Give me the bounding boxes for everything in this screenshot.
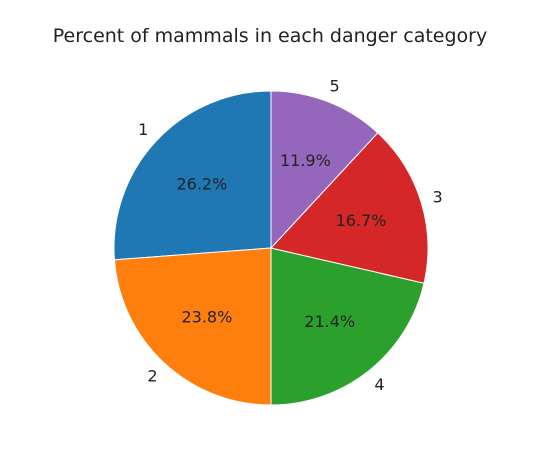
- pie-slices: [113, 90, 429, 406]
- pie-slice-3: [270, 132, 429, 284]
- slice-category-label-2: 2: [147, 366, 157, 385]
- slice-category-labels: 1 2 4 3 5: [138, 76, 443, 394]
- pie-slice-1: [113, 90, 272, 261]
- slice-percent-label-1: 26.2%: [176, 174, 227, 193]
- slice-category-label-4: 4: [374, 375, 384, 394]
- slice-percent-label-2: 23.8%: [181, 308, 232, 327]
- slice-percent-label-3: 16.7%: [336, 211, 387, 230]
- pie-slice-5: [270, 90, 379, 250]
- slice-percent-label-4: 21.4%: [304, 312, 355, 331]
- slice-percent-label-5: 11.9%: [280, 151, 331, 170]
- slice-percent-labels: 26.2% 23.8% 21.4% 16.7% 11.9%: [176, 151, 386, 331]
- slice-category-label-1: 1: [138, 120, 148, 139]
- slice-category-label-5: 5: [330, 76, 340, 95]
- chart-title: Percent of mammals in each danger catego…: [53, 25, 487, 47]
- slice-category-label-3: 3: [433, 187, 443, 206]
- pie-slice-2: [113, 247, 272, 406]
- pie-slice-4: [270, 247, 425, 406]
